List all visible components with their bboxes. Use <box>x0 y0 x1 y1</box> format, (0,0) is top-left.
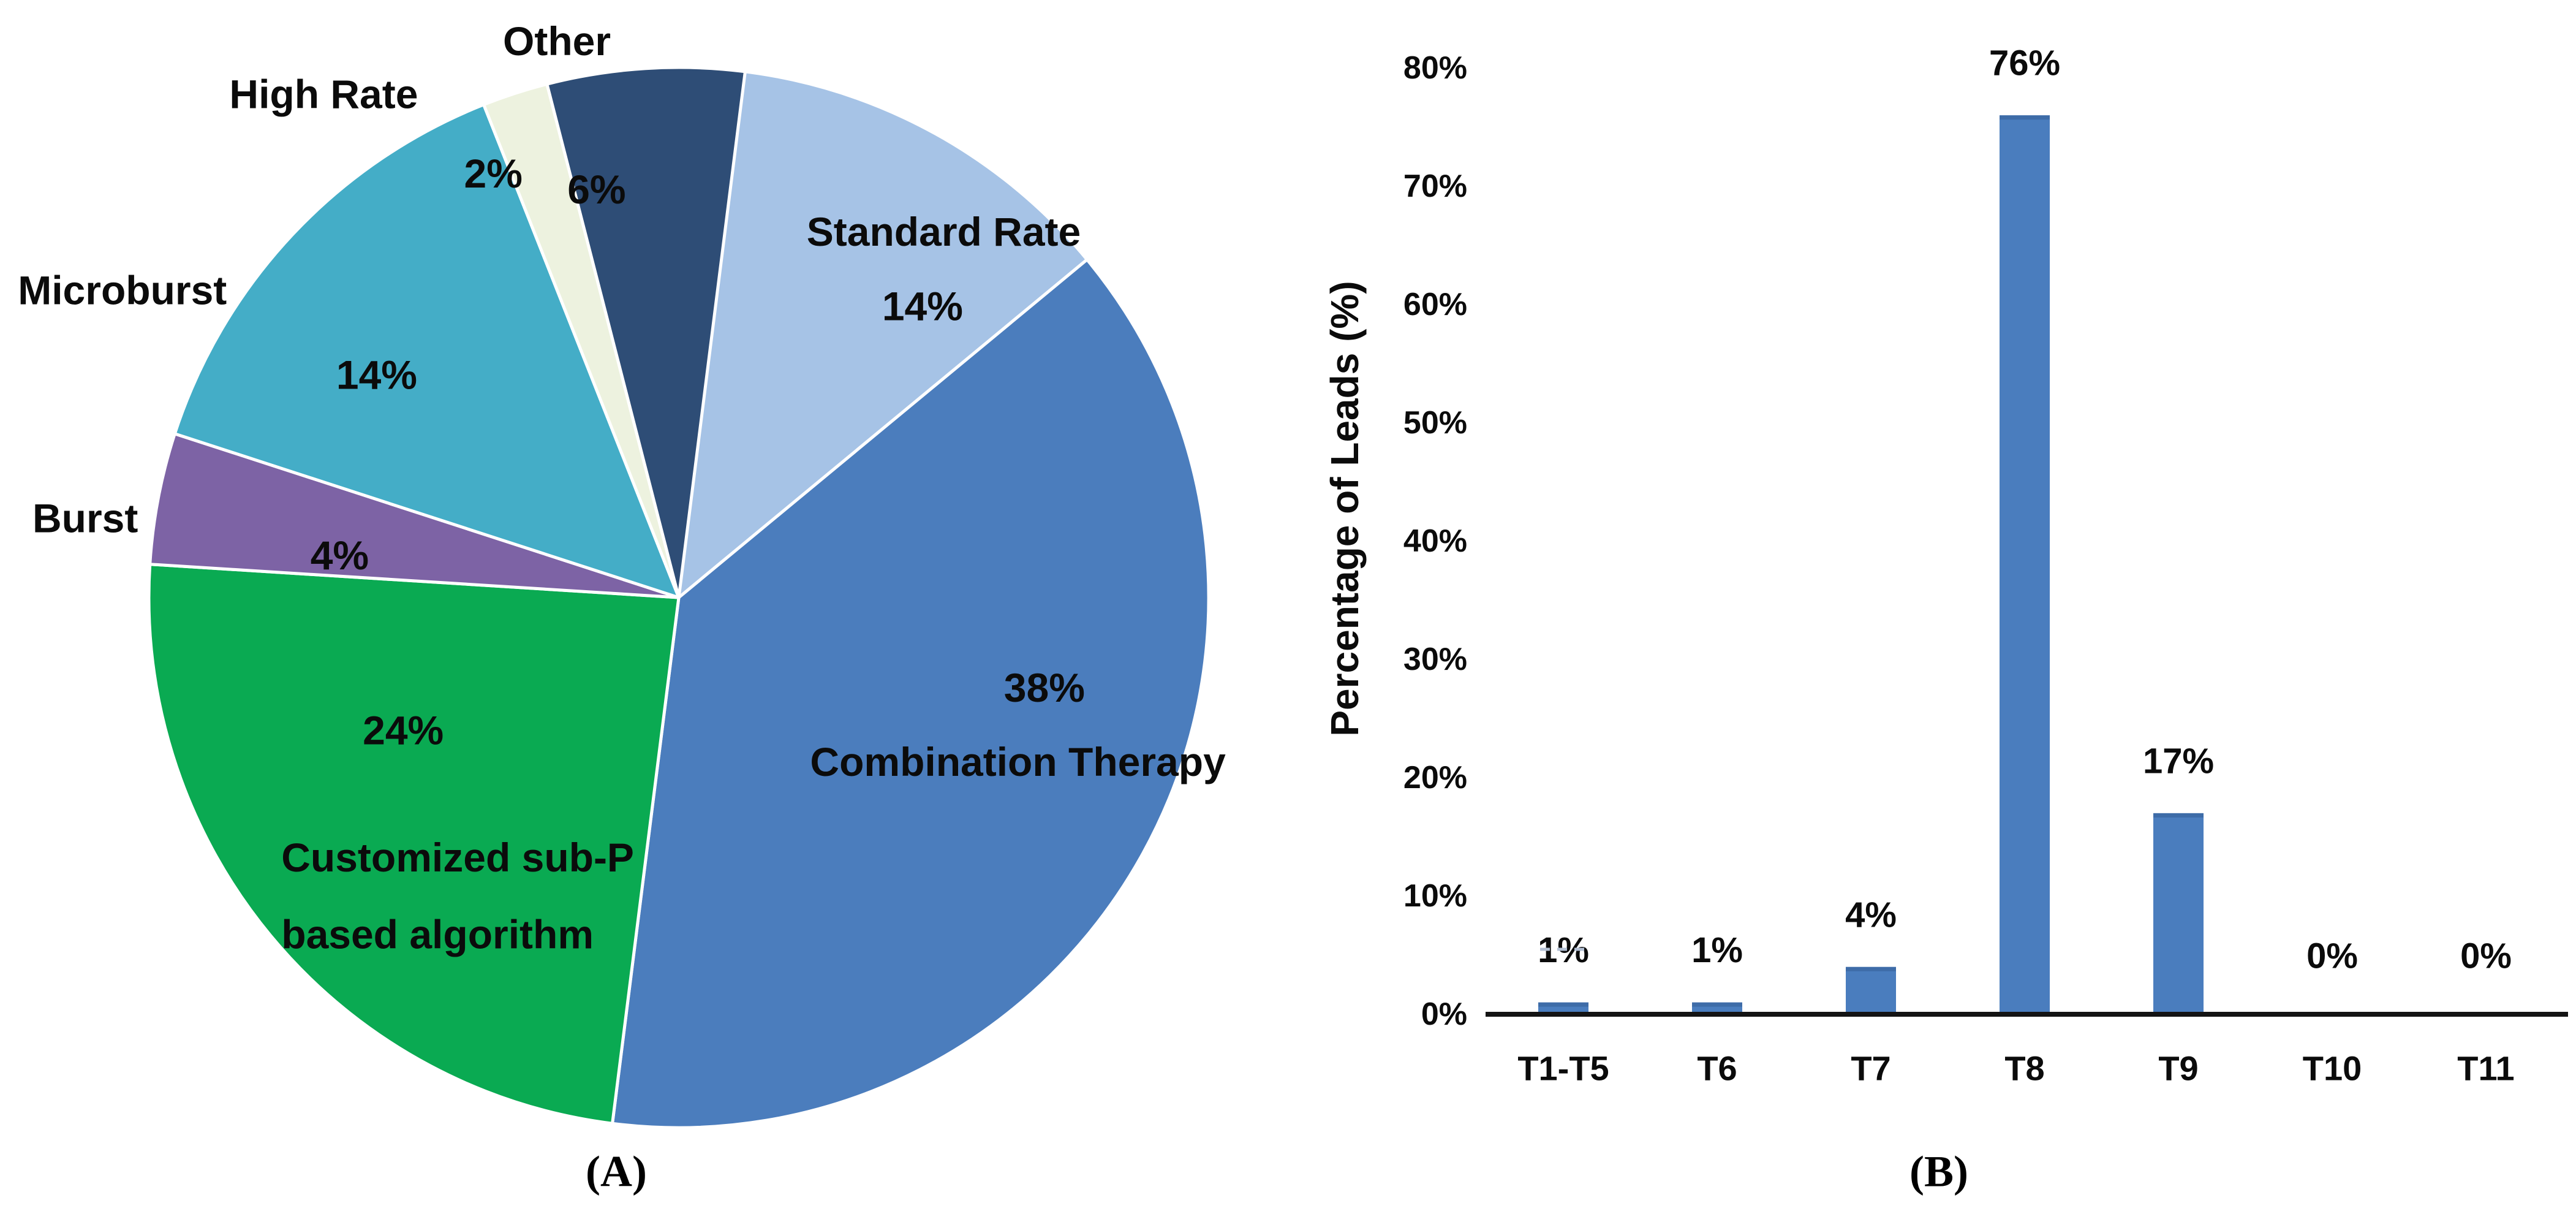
y-tick-label-20: 20% <box>1403 760 1467 795</box>
x-tick-label-t6: T6 <box>1697 1049 1737 1088</box>
x-axis-line <box>1486 1012 2568 1017</box>
pie-slice-other <box>545 66 747 599</box>
pie-percent-label-customized-sub-p-based-algorithm: 24% <box>363 707 444 753</box>
panel-a-caption: (A) <box>586 1147 647 1196</box>
pie-percent-label-burst: 4% <box>311 533 369 578</box>
bar-t9 <box>2153 813 2204 1014</box>
pie-percent-label-combination-therapy: 38% <box>1004 665 1085 710</box>
pie-slice-microburst <box>173 103 681 599</box>
pie-category-label-combination-therapy: Combination Therapy <box>810 739 1226 784</box>
pie-percent-label-standard-rate: 14% <box>882 283 963 328</box>
pie-slice-combination-therapy <box>611 258 1211 1129</box>
bar-cap-t7 <box>1846 966 1896 971</box>
y-tick-label-50: 50% <box>1403 405 1467 441</box>
y-tick-label-80: 80% <box>1403 50 1467 86</box>
bar-value-label-t10: 0% <box>2306 936 2358 976</box>
y-tick-label-0: 0% <box>1421 997 1467 1032</box>
bar-chart-panel-b: 0% 10% 20% 30% 40% 50% 60% 70% 80% Percentage of … <box>1323 44 2568 1088</box>
pie-category-label-burst: Burst <box>32 495 138 541</box>
y-tick-label-70: 70% <box>1403 169 1467 204</box>
y-tick-label-40: 40% <box>1403 523 1467 559</box>
bar-value-label-t6: 1% <box>1691 930 1743 970</box>
bar-value-label-t9: 17% <box>2143 741 2214 781</box>
x-tick-label-t8: T8 <box>2004 1049 2044 1088</box>
pie-category-label-customized-sub-p-based-algorithm: based algorithm <box>281 911 594 957</box>
y-tick-label-60: 60% <box>1403 287 1467 322</box>
y-tick-label-30: 30% <box>1403 642 1467 677</box>
pie-chart-panel-a: 14% Standard Rate 38% Combination Therapy 24… <box>18 18 1226 1129</box>
pie-category-label-customized-sub-p-based-algorithm: Customized sub-P <box>281 835 634 880</box>
pie-slice-customized-sub-p-based-algorithm <box>147 563 681 1125</box>
y-axis-title: Percentage of Leads (%) <box>1323 281 1367 736</box>
y-tick-label-10: 10% <box>1403 878 1467 914</box>
bar-cap-t9 <box>2153 813 2204 818</box>
bar-cap-t8 <box>2000 115 2050 120</box>
x-tick-label-t1-t5: T1-T5 <box>1517 1049 1609 1088</box>
pie-category-label-other: Other <box>503 18 611 64</box>
pie-percent-label-microburst: 14% <box>336 352 417 398</box>
bar-value-label-t8: 76% <box>1989 44 2060 83</box>
bar-value-label-t11: 0% <box>2460 936 2512 976</box>
bar-value-label-t7: 4% <box>1845 895 1897 935</box>
x-tick-label-t11: T11 <box>2457 1049 2514 1088</box>
pie-percent-label-other: 6% <box>567 167 625 212</box>
bar-t8 <box>2000 115 2050 1015</box>
pie-percent-label-high-rate: 2% <box>464 151 523 196</box>
bar-t7 <box>1846 966 1896 1014</box>
pie-category-label-high-rate: High Rate <box>229 71 418 116</box>
pie-category-label-microburst: Microburst <box>18 267 227 313</box>
pie-category-label-standard-rate: Standard Rate <box>807 209 1081 254</box>
bar-cap-t6 <box>1692 1002 1742 1007</box>
panel-b-caption: (B) <box>1909 1147 1968 1196</box>
x-tick-label-t9: T9 <box>2158 1049 2198 1088</box>
pie-slice-burst <box>148 432 681 599</box>
bar-cap-t1-t5 <box>1538 1002 1588 1007</box>
x-tick-label-t10: T10 <box>2303 1049 2362 1088</box>
x-tick-label-t7: T7 <box>1851 1049 1890 1088</box>
